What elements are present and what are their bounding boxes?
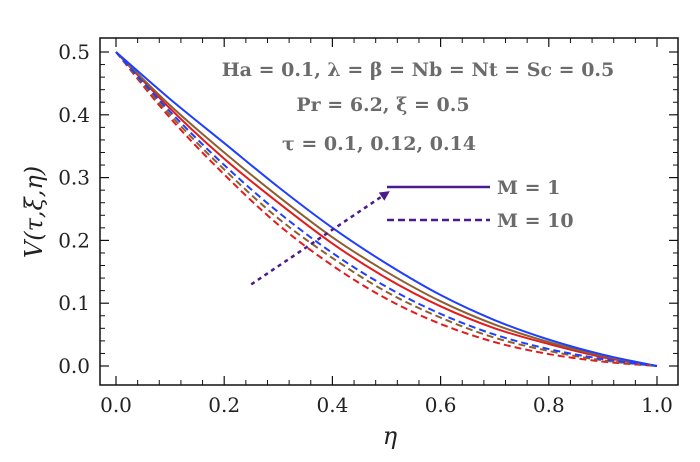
y-tick-label: 0.4 bbox=[58, 103, 90, 127]
legend: M = 1 M = 10 bbox=[387, 177, 574, 232]
series-line-solid-3 bbox=[115, 51, 658, 367]
trend-arrow bbox=[250, 191, 390, 286]
x-tick-label: 0.8 bbox=[533, 393, 565, 417]
y-tick-label: 0.2 bbox=[58, 228, 90, 252]
x-tick-label: 0.4 bbox=[316, 393, 348, 417]
y-tick-label: 0.1 bbox=[58, 291, 90, 315]
series-line-dashed-6 bbox=[115, 51, 658, 367]
series-group bbox=[115, 51, 658, 367]
plot-frame bbox=[99, 37, 679, 386]
y-tick-label: 0.3 bbox=[58, 166, 90, 190]
legend-label-m10: M = 10 bbox=[497, 210, 574, 232]
series-line-dashed-5 bbox=[115, 51, 658, 367]
y-tick-label: 0.5 bbox=[58, 40, 90, 64]
y-tick-label: 0.0 bbox=[58, 354, 90, 378]
legend-label-m1: M = 1 bbox=[497, 177, 560, 199]
series-line-dashed-4 bbox=[115, 51, 658, 367]
annotation-tau: τ = 0.1, 0.12, 0.14 bbox=[282, 133, 476, 155]
annotation-parameters: Ha = 0.1, λ = β = Nb = Nt = Sc = 0.5 bbox=[222, 59, 615, 81]
series-line-solid-1 bbox=[115, 51, 658, 367]
axis-ticks: 0.0 0.2 0.4 0.6 0.8 1.0 0.0 0.1 0.2 0.3 0.4 0.5 bbox=[58, 38, 678, 417]
x-tick-label: 0.2 bbox=[208, 393, 240, 417]
x-tick-label: 0.0 bbox=[100, 393, 132, 417]
x-tick-label: 0.6 bbox=[425, 393, 457, 417]
annotation-pr-xi: Pr = 6.2, ξ = 0.5 bbox=[296, 94, 469, 116]
x-tick-label: 1.0 bbox=[641, 393, 673, 417]
series-line-solid-2 bbox=[115, 51, 658, 367]
y-axis-title: V(τ,ξ,η) bbox=[20, 166, 48, 258]
x-axis-title: η bbox=[383, 422, 398, 450]
trend-arrow-group bbox=[250, 191, 390, 286]
